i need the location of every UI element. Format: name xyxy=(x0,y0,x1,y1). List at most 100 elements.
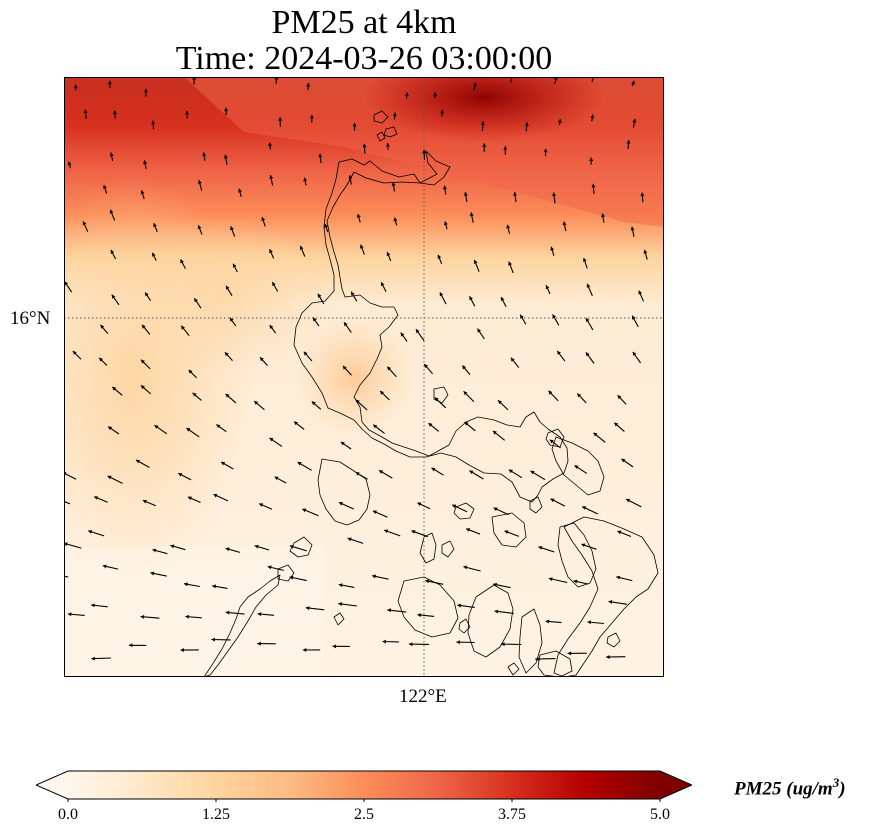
wind-vector-head xyxy=(311,401,316,406)
wind-vector-head xyxy=(140,614,145,619)
colorbar-label-superscript: 3 xyxy=(832,775,840,790)
wind-vector-head xyxy=(640,192,645,197)
wind-vector-head xyxy=(197,180,202,184)
wind-vector-head xyxy=(351,291,355,296)
wind-vector-head xyxy=(506,224,511,229)
wind-vector-head xyxy=(192,77,197,80)
colorbar-extend-min xyxy=(36,771,68,799)
wind-vector-head xyxy=(550,246,555,251)
wind-vector-head xyxy=(306,83,311,87)
wind-vector-head xyxy=(109,152,114,157)
wind-vector-head xyxy=(83,109,88,114)
wind-vector-head xyxy=(591,183,596,188)
colorbar xyxy=(36,770,692,802)
colorbar-label-main: PM25 (ug/m xyxy=(734,778,833,800)
wind-vector-head xyxy=(342,365,347,370)
wind-vector-head xyxy=(392,112,397,117)
wind-vector-head xyxy=(259,503,264,507)
wind-vector-head xyxy=(585,352,590,357)
wind-vector-head xyxy=(630,226,635,231)
wind-vector-head xyxy=(289,575,294,580)
wind-vector-head xyxy=(197,225,202,230)
wind-vector-head xyxy=(632,118,637,123)
pm25-map xyxy=(64,77,664,677)
wind-vector-head xyxy=(254,401,259,405)
wind-vector-head xyxy=(493,582,497,587)
wind-vector-head xyxy=(567,651,572,656)
wind-vector-head xyxy=(128,643,133,648)
wind-vector-head xyxy=(141,359,145,364)
bohol-coastline xyxy=(537,650,573,677)
wind-vector-head xyxy=(202,152,207,157)
wind-vector-head xyxy=(212,584,216,589)
wind-vector-head xyxy=(254,544,259,549)
tablas-coastline xyxy=(419,532,437,564)
wind-vector-head xyxy=(469,296,473,301)
wind-vector-head xyxy=(230,226,234,231)
wind-vector-head xyxy=(548,390,553,395)
colorbar-tick-label: 1.25 xyxy=(202,806,230,823)
wind-vector-head xyxy=(386,252,391,256)
samar-coastline xyxy=(551,436,605,496)
wind-vector-head xyxy=(439,292,444,297)
wind-vector-head xyxy=(557,350,561,355)
wind-vector-head xyxy=(574,465,579,469)
wind-vector-head xyxy=(303,177,308,182)
wind-vector-head xyxy=(184,582,188,587)
wind-vector-head xyxy=(111,294,116,299)
wind-vector-head xyxy=(67,161,72,166)
babuyan-island-2 xyxy=(383,126,398,138)
wind-vector-head xyxy=(424,364,428,369)
wind-vector-head xyxy=(380,391,384,395)
wind-vector-head xyxy=(303,351,308,356)
wind-vector-head xyxy=(317,293,322,298)
wind-vector-head xyxy=(356,214,361,218)
wind-vector-head xyxy=(504,530,509,534)
wind-vector-head xyxy=(109,209,114,214)
wind-vector xyxy=(64,500,71,505)
wind-vector-head xyxy=(616,575,621,580)
wind-vector-head xyxy=(535,657,539,661)
wind-vector-head xyxy=(417,613,422,618)
wind-vector-head xyxy=(538,546,543,550)
cuyo-islands xyxy=(333,612,345,626)
wind-vector-head xyxy=(408,642,413,647)
wind-vector-head xyxy=(593,432,598,437)
wind-vector-head xyxy=(338,602,343,606)
wind-vector-head xyxy=(557,119,562,123)
wind-vector-head xyxy=(340,441,345,446)
wind-vector-head xyxy=(355,399,360,404)
wind-vector-head xyxy=(338,502,343,506)
wind-vector-head xyxy=(632,351,637,356)
wind-vector-head xyxy=(552,192,557,197)
wind-vector-head xyxy=(269,175,274,179)
wind-vector-head xyxy=(216,424,221,429)
guimaras-coastline xyxy=(458,618,471,634)
wind-vector-head xyxy=(457,603,461,608)
wind-vector-head xyxy=(415,329,420,334)
wind-vector-head xyxy=(226,285,230,290)
wind-vector-head xyxy=(213,494,218,498)
wind-vector-head xyxy=(391,182,396,186)
wind-vector-head xyxy=(91,656,95,661)
wind-vector-head xyxy=(187,496,192,501)
cebu-coastline xyxy=(518,608,543,674)
colorbar-label: PM25 (ug/m3) xyxy=(734,775,846,800)
wind-vector-head xyxy=(428,423,433,427)
wind-vector-head xyxy=(492,430,497,435)
wind-vector-head xyxy=(338,583,343,588)
wind-vector-head xyxy=(550,498,555,503)
wind-vector-head xyxy=(582,506,587,510)
wind-vector-head xyxy=(582,257,587,262)
wind-vector-head xyxy=(100,324,105,329)
wind-vector-head xyxy=(178,473,183,477)
wind-vector-head xyxy=(500,297,505,301)
wind-vector-head xyxy=(373,424,378,429)
wind-vector-head xyxy=(360,244,364,249)
wind-vector-head xyxy=(362,143,367,148)
wind-vector-head xyxy=(211,637,215,642)
wind-vector-head xyxy=(469,212,474,217)
wind-vector-head xyxy=(223,154,228,159)
wind-vector-head xyxy=(494,609,499,614)
ticao-coastline xyxy=(529,496,543,514)
